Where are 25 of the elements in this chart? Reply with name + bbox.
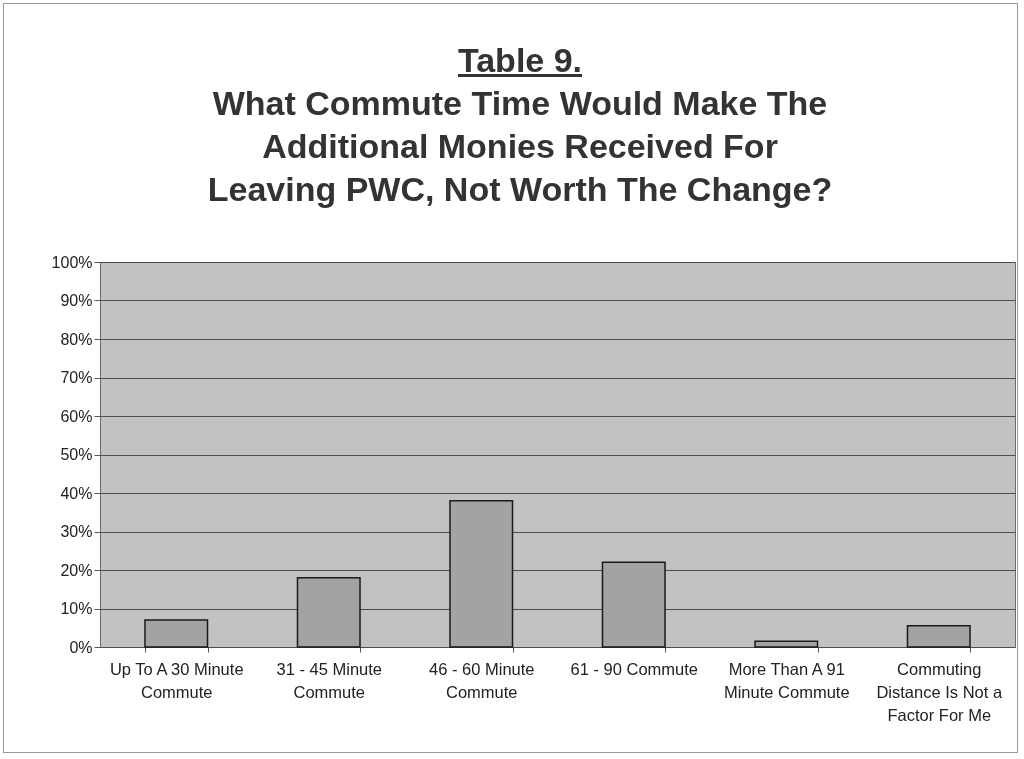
x-tick-label: 46 - 60 Minute Commute <box>429 659 535 701</box>
chart-subtitle: What Commute Time Would Make The Additional Monies Received For Leaving PWC, Not Worth The Change? <box>206 83 834 210</box>
x-tick-label: More Than A 91 Minute Commute <box>723 659 850 701</box>
x-tick-label: Commuting Distance Is Not a Factor For Me <box>876 659 1003 724</box>
y-tick-label: 60% <box>60 407 93 425</box>
x-tick-label: Up To A 30 Minute Commute <box>109 659 244 701</box>
bar <box>449 499 514 648</box>
y-tick-label: 90% <box>60 292 93 309</box>
y-tick-label: 70% <box>60 369 93 386</box>
bar <box>754 640 819 648</box>
y-tick-label: 0% <box>69 638 93 656</box>
bar <box>906 625 971 648</box>
bar <box>296 576 361 648</box>
bar <box>144 619 209 648</box>
x-tick-label: 31 - 45 Minute Commute <box>276 659 382 701</box>
y-tick-label: 10% <box>60 600 93 617</box>
x-tick-label: 61 - 90 Commute <box>570 659 698 678</box>
bar <box>601 561 666 648</box>
y-tick-label: 20% <box>60 561 93 579</box>
y-tick-label: 80% <box>60 330 93 348</box>
y-tick-label: 50% <box>60 446 93 463</box>
y-tick-label: 100% <box>51 253 93 271</box>
y-tick-label: 40% <box>60 484 93 502</box>
y-tick-label: 30% <box>60 523 93 540</box>
chart-title: Table 9. <box>457 41 583 79</box>
